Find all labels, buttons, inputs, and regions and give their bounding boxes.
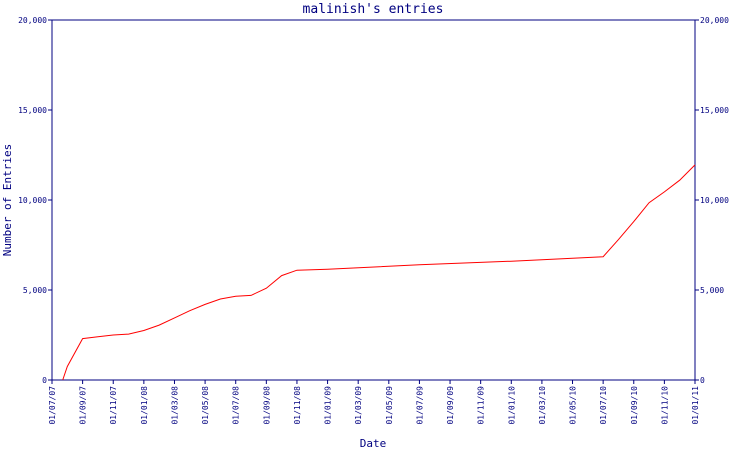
y2-tick-label: 0 [700,376,705,385]
x-axis-label: Date [360,437,387,450]
x-tick-label: 01/05/09 [385,386,394,425]
chart-title: malinish's entries [303,2,444,17]
x-tick-label: 01/03/10 [538,386,547,425]
y-tick-label: 5,000 [23,286,47,295]
x-tick-label: 01/05/10 [569,386,578,425]
x-tick-label: 01/01/09 [324,386,333,425]
x-tick-label: 01/09/08 [262,386,271,425]
x-tick-label: 01/11/09 [477,386,486,425]
x-tick-label: 01/03/09 [354,386,363,425]
x-tick-label: 01/09/07 [79,386,88,425]
x-tick-label: 01/09/10 [630,386,639,425]
x-tick-label: 01/05/08 [201,386,210,425]
y2-tick-label: 15,000 [700,106,729,115]
y2-tick-label: 20,000 [700,16,729,25]
x-tick-label: 01/07/07 [48,386,57,425]
y2-tick-label: 5,000 [700,286,724,295]
x-tick-label: 01/07/10 [599,386,608,425]
x-tick-label: 01/01/11 [691,386,700,425]
x-tick-label: 01/01/10 [507,386,516,425]
y-tick-label: 15,000 [18,106,47,115]
x-tick-label: 01/01/08 [140,386,149,425]
x-tick-label: 01/07/08 [232,386,241,425]
y-tick-label: 20,000 [18,16,47,25]
x-tick-label: 01/11/10 [660,386,669,425]
y-axis-label: Number of Entries [1,144,14,257]
x-tick-label: 01/03/08 [170,386,179,425]
x-tick-label: 01/07/09 [415,386,424,425]
y-tick-label: 0 [42,376,47,385]
data-line [62,164,696,381]
x-tick-label: 01/11/08 [293,386,302,425]
plot-frame [51,19,696,381]
y2-tick-label: 10,000 [700,196,729,205]
y-tick-label: 10,000 [18,196,47,205]
x-tick-label: 01/09/09 [446,386,455,425]
x-tick-label: 01/11/07 [109,386,118,425]
